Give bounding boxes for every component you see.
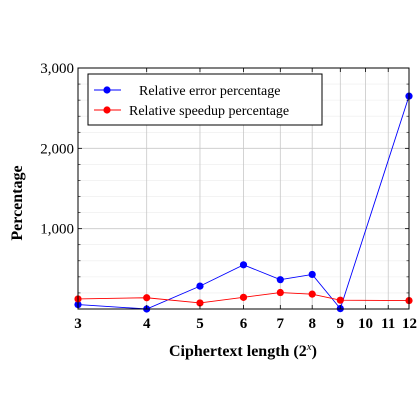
x-tick-label: 6: [240, 316, 248, 332]
series-line-1: [77, 292, 410, 304]
x-tick-label: 10: [358, 316, 373, 332]
legend-label-error: Relative error percentage: [139, 84, 280, 99]
series-1-point: [143, 294, 151, 302]
x-tick-label: 5: [196, 316, 204, 332]
tick-marks: [77, 67, 410, 309]
series-0-point: [239, 261, 248, 269]
x-tick-label: 8: [308, 316, 316, 332]
series-1-point: [308, 290, 316, 298]
legend-swatch-marker-error: [103, 86, 111, 94]
series-0-point: [276, 276, 284, 284]
series-1-point: [239, 293, 248, 301]
series-1-point: [336, 296, 344, 304]
x-tick-label: 12: [402, 316, 417, 332]
tick-labels: 1,000 2,000 3,000 3 4 5 6 7 8 9 10 11 12: [40, 61, 417, 332]
series-0-point: [308, 270, 316, 279]
x-tick-label: 7: [277, 316, 285, 332]
series-1-point: [196, 299, 204, 307]
series-1-point: [276, 288, 284, 297]
series-line-0: [77, 95, 410, 310]
y-tick-label: 2,000: [40, 141, 74, 157]
x-tick-label: 3: [74, 316, 82, 332]
x-tick-label: 11: [381, 316, 395, 332]
x-tick-label: 4: [143, 316, 151, 332]
y-tick-label: 3,000: [40, 61, 74, 77]
y-axis-title: Percentage: [9, 165, 26, 240]
y-tick-label: 1,000: [40, 222, 74, 238]
series-0-point: [196, 282, 204, 290]
legend-swatch-marker-speedup: [103, 106, 111, 114]
x-axis-title: Ciphertext length (2x): [169, 341, 317, 360]
x-tick-label: 9: [337, 316, 345, 332]
legend-label-speedup: Relative speedup percentage: [129, 104, 289, 119]
legend-box: [87, 73, 323, 126]
legend: Relative error percentage Relative speed…: [87, 73, 323, 126]
